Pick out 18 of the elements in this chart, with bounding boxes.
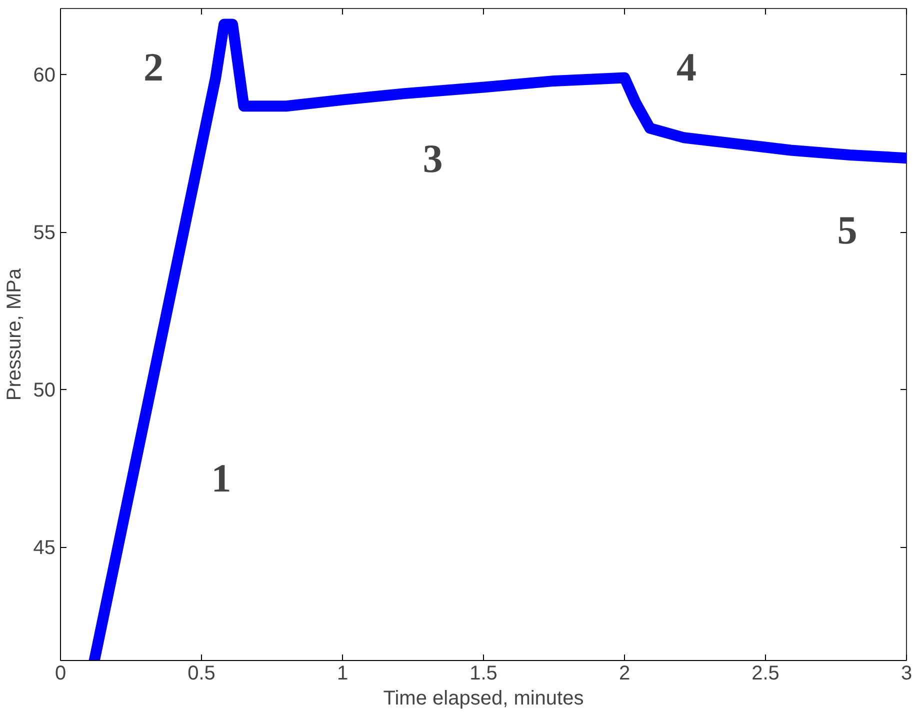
y-tick-label: 60 xyxy=(33,64,56,87)
annotation: 3 xyxy=(422,136,443,181)
annotation: 4 xyxy=(676,44,697,90)
y-tick-label: 55 xyxy=(33,222,56,244)
y-tick-label: 45 xyxy=(33,537,56,560)
y-tick-label: 50 xyxy=(33,380,56,402)
x-tick-label: 2 xyxy=(618,662,630,684)
annotation: 2 xyxy=(144,44,164,90)
x-tick-label: 0.5 xyxy=(188,662,216,684)
x-tick-label: 0 xyxy=(54,662,66,684)
x-tick-label: 3 xyxy=(900,662,912,684)
y-axis-title: Pressure, MPa xyxy=(3,267,26,401)
x-tick-label: 2.5 xyxy=(752,662,780,684)
x-axis-title: Time elapsed, minutes xyxy=(383,688,584,710)
x-tick-label: 1 xyxy=(336,662,348,684)
annotation: 5 xyxy=(837,208,858,253)
x-tick-label: 1.5 xyxy=(470,662,498,684)
annotation: 1 xyxy=(211,455,232,500)
